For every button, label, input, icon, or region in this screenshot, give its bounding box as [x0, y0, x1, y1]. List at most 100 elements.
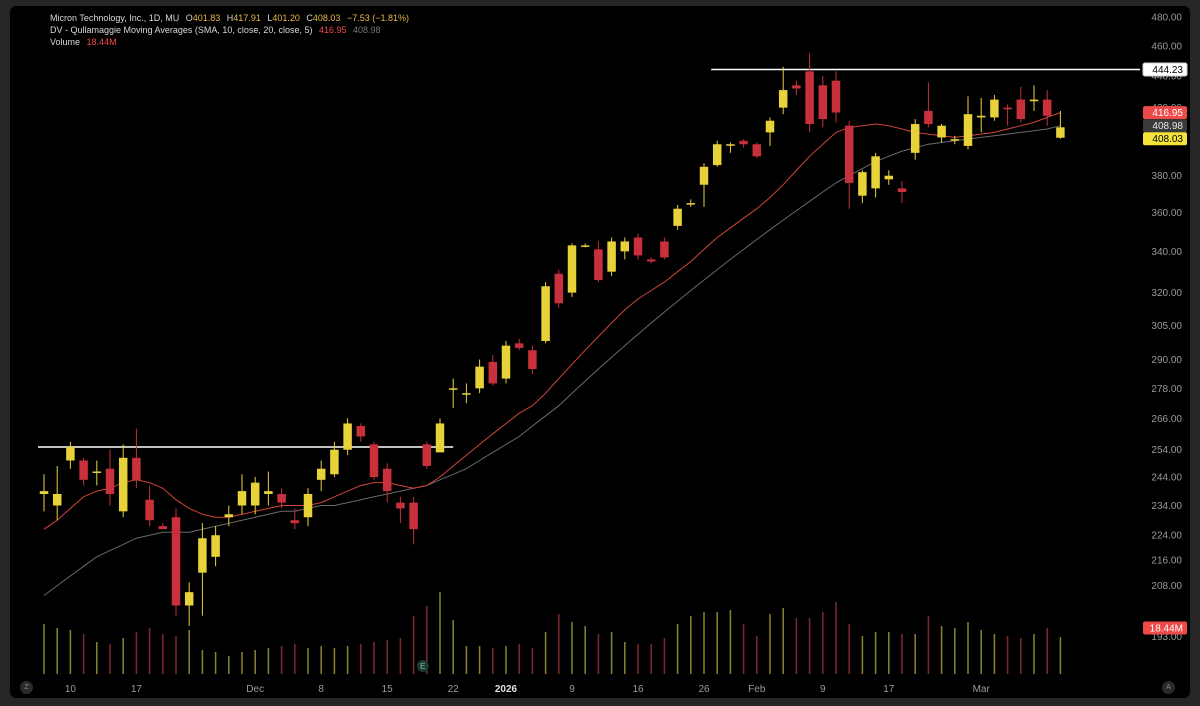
- time-axis: 10 17 Dec 8 15 22 2026 9 16 26 Feb 9 17 Mar: [65, 684, 991, 695]
- change-value: −7.53 (−1.81%): [346, 13, 409, 23]
- legend-volume-line[interactable]: Volume 18.44M: [50, 36, 121, 48]
- price-badge-yellow-bg: [1143, 132, 1187, 146]
- time-tick-label: 9: [820, 684, 826, 695]
- price-tick-label: 480.00: [1151, 12, 1182, 23]
- auto-scale-button[interactable]: A: [1162, 681, 1175, 694]
- symbol-title: Micron Technology, Inc., 1D, MU: [50, 13, 180, 23]
- candle-body: [541, 286, 550, 342]
- time-tick-label: 9: [569, 684, 575, 695]
- candle-body: [475, 366, 484, 389]
- candle-body: [330, 449, 339, 475]
- candle-body: [264, 491, 273, 494]
- price-badge-grey: 408.98: [1152, 121, 1183, 132]
- candles: [39, 53, 1065, 627]
- candle-body: [224, 514, 234, 518]
- level-lines: [38, 68, 1140, 448]
- price-tick-label: 244.00: [1151, 473, 1182, 484]
- candle-body: [858, 172, 867, 196]
- candle-body: [646, 259, 656, 262]
- candle-body: [92, 471, 102, 473]
- candle-body: [39, 491, 49, 494]
- candle-body: [132, 457, 141, 480]
- time-tick-label: Mar: [973, 684, 991, 695]
- chart-panel[interactable]: E 193.00 208.00 216.00 224.00 234.00 244.00 25…: [10, 6, 1190, 698]
- volume-label: Volume: [50, 37, 81, 47]
- candle-body: [765, 120, 775, 133]
- candle-body: [699, 166, 709, 185]
- candle-body: [910, 124, 920, 153]
- candle-body: [739, 140, 748, 145]
- candle-body: [897, 188, 907, 193]
- candle-body: [976, 115, 986, 118]
- candle-body: [871, 156, 880, 189]
- level-badge: 444.23: [1152, 65, 1183, 76]
- candle-body: [633, 237, 643, 256]
- candle-body: [528, 350, 537, 370]
- price-tick-label: 360.00: [1151, 208, 1182, 219]
- price-tick-label: 278.00: [1151, 384, 1182, 395]
- candle-body: [514, 343, 524, 348]
- price-badge-yellow: 408.03: [1152, 134, 1183, 145]
- timezone-button[interactable]: Z: [20, 681, 33, 694]
- candle-body: [303, 493, 313, 518]
- volume-badge-bg: [1143, 621, 1187, 635]
- time-tick-label: 17: [131, 684, 143, 695]
- candle-body: [805, 71, 814, 125]
- candle-body: [66, 447, 75, 461]
- candle-body: [937, 125, 946, 138]
- candle-body: [554, 273, 564, 304]
- candle-body: [594, 249, 603, 280]
- low-value: L401.20: [267, 13, 300, 23]
- ma-fast-line: [43, 112, 1061, 530]
- candle-body: [884, 175, 894, 180]
- candle-body: [792, 85, 801, 89]
- candle-body: [501, 345, 511, 379]
- price-tick-label: 224.00: [1151, 531, 1182, 542]
- candle-body: [158, 526, 168, 530]
- price-badges: 444.23 416.95 408.98 408.03 18.44M: [1142, 62, 1188, 635]
- ma-fast-value: 416.95: [318, 25, 347, 35]
- candle-body: [726, 144, 735, 146]
- candle-body: [369, 444, 379, 478]
- candle-body: [171, 517, 181, 606]
- price-tick-label: 254.00: [1151, 445, 1182, 456]
- candle-body: [686, 203, 696, 205]
- candle-body: [277, 493, 286, 503]
- candle-body: [356, 426, 366, 437]
- ma-slow-line: [43, 125, 1061, 596]
- ma-slow-value: 408.98: [353, 25, 381, 35]
- volume-value: 18.44M: [86, 37, 117, 47]
- price-tick-label: 193.00: [1151, 632, 1182, 643]
- price-badge-red-bg: [1143, 106, 1187, 120]
- price-tick-label: 320.00: [1151, 288, 1182, 299]
- candle-body: [409, 502, 418, 530]
- candle-body: [844, 125, 854, 183]
- time-tick-label: 8: [318, 684, 324, 695]
- candle-body: [712, 144, 722, 166]
- time-tick-label: 15: [382, 684, 394, 695]
- candle-body: [778, 90, 788, 108]
- candle-body: [52, 493, 62, 506]
- price-tick-label: 305.00: [1151, 321, 1182, 332]
- earnings-marker-label: E: [420, 662, 425, 671]
- time-tick-label: 16: [632, 684, 644, 695]
- level-badge-bg: [1142, 62, 1188, 77]
- candle-body: [105, 468, 115, 494]
- volume-badge: 18.44M: [1150, 624, 1183, 635]
- legend-ma-line[interactable]: DV - Qullamaggie Moving Averages (SMA, 1…: [50, 24, 385, 36]
- candle-body: [382, 468, 392, 492]
- price-badge-grey-bg: [1143, 119, 1187, 133]
- price-chart[interactable]: E 193.00 208.00 216.00 224.00 234.00 244.00 25…: [10, 6, 1190, 698]
- time-tick-label: 22: [448, 684, 460, 695]
- high-value: H417.91: [226, 13, 261, 23]
- candle-body: [145, 499, 154, 521]
- earnings-marker-icon: [416, 660, 429, 672]
- candle-body: [237, 491, 247, 506]
- candle-body: [607, 241, 616, 272]
- candle-body: [79, 460, 88, 480]
- candle-body: [435, 423, 445, 453]
- candle-body: [198, 538, 207, 573]
- candle-body: [250, 482, 260, 506]
- candle-body: [396, 502, 405, 509]
- candle-body: [184, 592, 194, 606]
